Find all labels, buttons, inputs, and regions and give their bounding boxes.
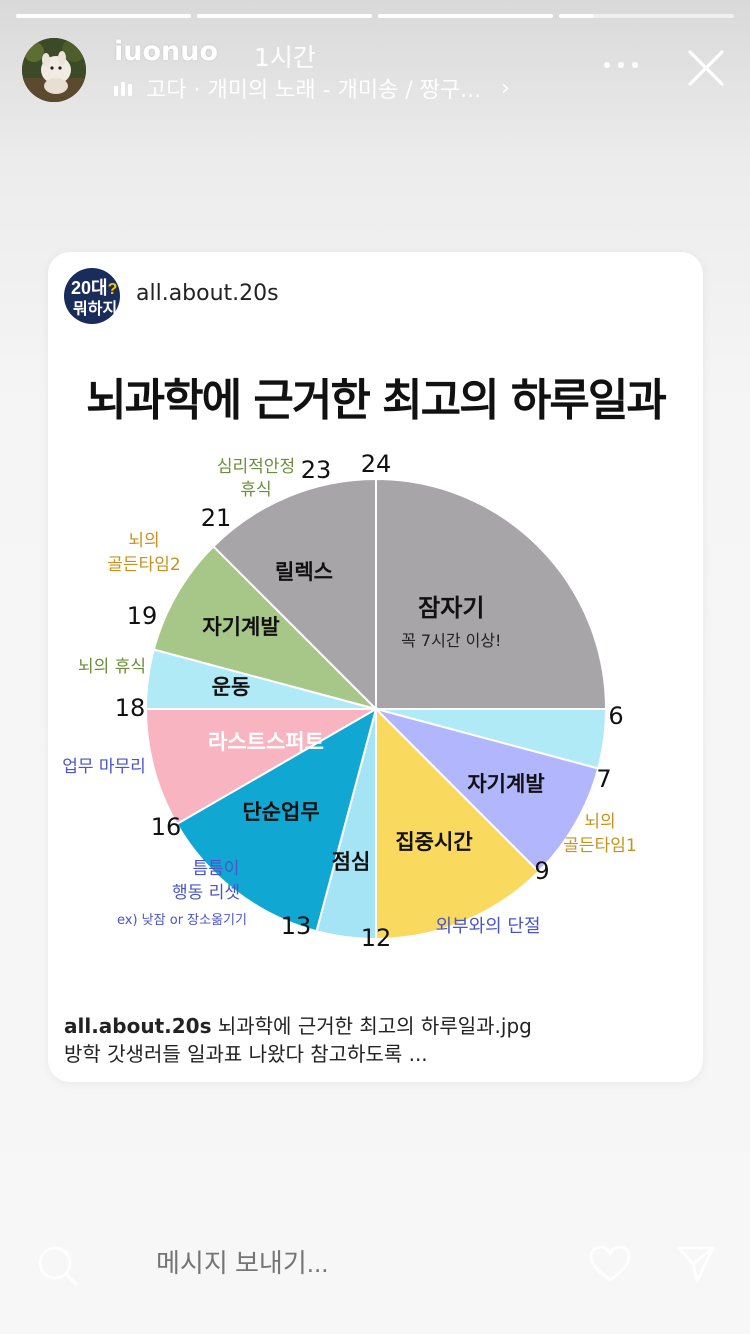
music-bars-icon [114,80,132,96]
chart-annotation: 뇌의 휴식 [78,657,146,677]
chart-annotation: 틈틈이 [193,859,240,879]
chart-annotation: 골든타임1 [563,836,636,856]
caption-username[interactable]: all.about.20s [64,1014,212,1038]
hour-tick-label: 13 [281,912,312,940]
slice-label: 잠자기 [418,594,484,622]
send-icon[interactable] [676,1244,716,1284]
slice-note: 꼭 7시간 이상! [401,631,501,650]
pie-slice [144,708,380,826]
camera-icon[interactable] [34,1242,80,1288]
story-header: iuonuo 1시간 고다 · 개미의 노래 - 개미송 / 짱구... › [22,36,728,103]
more-icon[interactable] [602,54,642,74]
story-progress [16,14,734,18]
progress-segment [559,14,734,18]
slice-label: 운동 [212,675,251,699]
music-title: 고다 · 개미의 노래 - 개미송 / 짱구... [146,78,482,103]
post-avatar[interactable]: 20대? 뭐하지 [64,268,120,324]
avatar-line2: 뭐하지 [73,299,118,318]
slice-label: 라스트스퍼트 [208,730,324,754]
pie-slice [372,707,600,874]
caption-text: 뇌과학에 근거한 최고의 하루일과.jpg [211,1014,532,1038]
progress-segment [378,14,553,18]
hour-tick-label: 16 [151,813,182,841]
hour-tick-label: 21 [201,504,232,532]
pie-slice [152,544,380,711]
close-icon[interactable] [684,46,728,90]
hour-tick-label: 18 [115,694,146,722]
slice-label: 집중시간 [395,830,472,854]
avatar[interactable] [22,38,86,102]
slice-label: 자기계발 [467,772,544,796]
story-time: 1시간 [254,43,316,72]
avatar-line1: 20대 [71,278,108,298]
hour-tick-label: 9 [534,857,549,885]
hour-tick-label: 23 [301,456,332,484]
progress-segment [197,14,372,18]
heart-icon[interactable] [588,1244,632,1284]
post-caption: all.about.20s 뇌과학에 근거한 최고의 하루일과.jpg 방학 갓… [64,1012,683,1068]
caption-line1: all.about.20s 뇌과학에 근거한 최고의 하루일과.jpg [64,1012,683,1040]
pie-slice [175,706,378,933]
pie-slice [375,477,608,710]
slice-label: 자기계발 [202,615,279,639]
chart-annotation: 골든타임2 [107,555,180,575]
slice-label: 단순업무 [242,800,319,824]
progress-fill [559,14,594,18]
post-username[interactable]: all.about.20s [136,281,279,306]
chart-annotation: 외부와의 단절 [435,916,540,937]
hour-tick-label: 24 [361,450,392,478]
progress-segment [16,14,191,18]
reply-bar [0,1224,750,1304]
chart-annotation: 뇌의 [128,531,159,551]
story-username[interactable]: iuonuo [114,36,219,67]
hour-tick-label: 6 [608,702,623,730]
hour-tick-label: 7 [596,765,611,793]
reply-input[interactable] [156,1248,536,1279]
avatar-image [22,38,86,102]
slice-label: 릴렉스 [275,560,333,584]
slice-label: 점심 [332,850,371,874]
progress-fill [197,14,372,18]
pie-slice [211,477,377,712]
music-sticker[interactable]: 고다 · 개미의 노래 - 개미송 / 짱구... › [114,72,510,104]
avatar-question: ? [107,281,118,298]
chart-annotation: ex) 낮잠 or 장소옮기기 [117,913,247,928]
chart-annotation: 휴식 [240,480,271,500]
infographic-title: 뇌과학에 근거한 최고의 하루일과 [86,375,667,426]
hour-tick-label: 19 [127,602,158,630]
chart-annotation: 심리적안정 [217,457,295,477]
avatar-text: 20대? [71,274,117,300]
chevron-right-icon: › [501,75,510,101]
shared-post-card[interactable]: 20대? 뭐하지 all.about.20s 뇌과학에 근거한 최고의 하루일과… [48,252,703,1082]
pie-slice [375,706,541,941]
hour-tick-label: 12 [361,924,392,952]
progress-fill [16,14,191,18]
chart-annotation: 행동 리셋 [172,883,240,903]
caption-line2: 방학 갓생러들 일과표 나왔다 참고하도록 ... [64,1042,428,1066]
chart-annotation: 업무 마무리 [62,757,146,777]
progress-fill [378,14,553,18]
chart-annotation: 뇌의 [584,812,615,832]
